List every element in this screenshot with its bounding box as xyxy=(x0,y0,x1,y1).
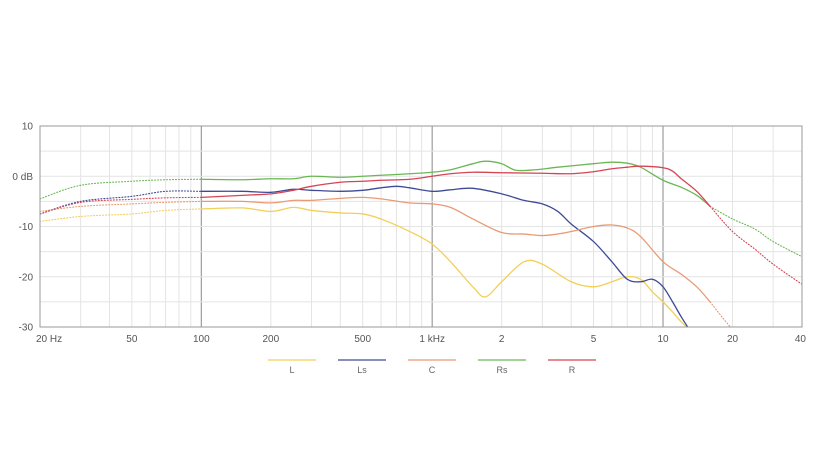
x-tick-label: 50 xyxy=(126,334,138,345)
x-tick-label: 20 xyxy=(727,334,739,345)
x-tick-label: 5 xyxy=(591,334,597,345)
legend-label-l: L xyxy=(289,365,294,375)
y-tick-label: -20 xyxy=(19,272,34,283)
legend: L Ls C Rs R xyxy=(268,359,596,375)
series-line-rs xyxy=(200,160,711,208)
series-line-rs-dotted xyxy=(709,205,802,258)
grid xyxy=(40,126,803,327)
tick-labels: 20 Hz 50 100 200 500 1 kHz 2 5 10 20 40 10 0 dB -10 -2… xyxy=(12,122,806,346)
legend-label-rs: Rs xyxy=(497,365,508,375)
series-line-c xyxy=(200,196,711,303)
series-line-rs-dotted xyxy=(40,178,202,200)
x-tick-label: 2 xyxy=(499,334,505,345)
x-tick-label: 200 xyxy=(262,334,279,345)
series-line-r-dotted xyxy=(40,196,202,215)
series-line-ls xyxy=(200,185,689,327)
legend-label-ls: Ls xyxy=(357,365,367,375)
legend-label-r: R xyxy=(569,365,576,375)
series-line-ls-dotted xyxy=(40,190,202,215)
y-tick-label: -30 xyxy=(19,323,34,334)
x-tick-label: 500 xyxy=(354,334,371,345)
series-line-c-dotted xyxy=(709,301,732,327)
series-line-r-dotted xyxy=(709,205,802,285)
series-line-l xyxy=(200,206,688,327)
y-tick-label: 10 xyxy=(22,122,34,133)
y-tick-label: 0 dB xyxy=(12,172,33,183)
x-tick-label: 40 xyxy=(795,334,807,345)
series-line-l-dotted xyxy=(40,208,202,223)
y-tick-label: -10 xyxy=(19,222,34,233)
x-tick-label: 10 xyxy=(657,334,669,345)
series-line-r xyxy=(200,165,711,208)
legend-label-c: C xyxy=(429,365,436,375)
series-lines xyxy=(40,160,802,327)
x-tick-label: 100 xyxy=(193,334,210,345)
x-tick-label: 1 kHz xyxy=(419,334,445,345)
x-tick-label: 20 Hz xyxy=(36,334,62,345)
series-line-c-dotted xyxy=(40,200,202,212)
plot-frame xyxy=(39,125,803,328)
